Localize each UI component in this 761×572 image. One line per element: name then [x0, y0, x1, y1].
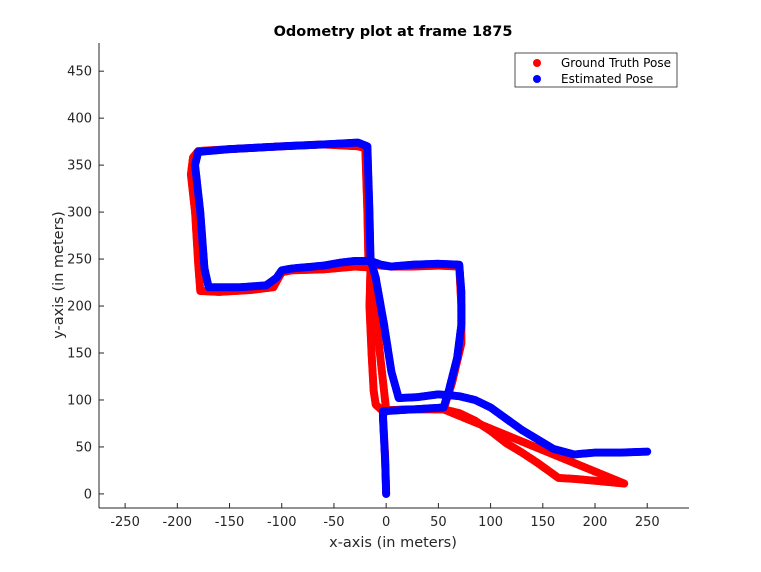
y-axis-label: y-axis (in meters) [51, 211, 67, 339]
x-tick-label: -200 [163, 515, 193, 530]
legend-label-ground-truth: Ground Truth Pose [561, 56, 671, 70]
x-tick-label: -250 [110, 515, 140, 530]
data-point [643, 447, 652, 456]
legend: Ground Truth Pose Estimated Pose [514, 52, 678, 88]
legend-marker-estimated [533, 75, 541, 83]
y-tick-label: 100 [67, 393, 92, 408]
x-tick-label: -150 [215, 515, 245, 530]
y-tick-label: 200 [67, 300, 92, 315]
x-tick-label: -100 [267, 515, 297, 530]
legend-marker-ground-truth [533, 59, 541, 67]
series-estimated [191, 138, 652, 498]
legend-box [514, 52, 678, 88]
y-tick-label: 350 [67, 159, 92, 174]
series-layer [186, 138, 652, 498]
x-tick-label: 50 [430, 515, 447, 530]
x-tick-label: 200 [583, 515, 608, 530]
x-tick-label: 100 [478, 515, 503, 530]
y-tick-label: 50 [75, 440, 92, 455]
y-tick-label: 150 [67, 347, 92, 362]
chart-title: Odometry plot at frame 1875 [274, 24, 513, 40]
x-tick-label: 0 [382, 515, 390, 530]
ticks-layer: -250 -200 -150 -100 -50 0 50 100 150 200 250 0 50 100… [67, 65, 659, 530]
x-tick-label: -50 [323, 515, 344, 530]
y-tick-label: 250 [67, 253, 92, 268]
x-axis-label: x-axis (in meters) [329, 535, 457, 551]
x-tick-label: 150 [530, 515, 555, 530]
y-tick-label: 450 [67, 65, 92, 80]
y-tick-label: 300 [67, 206, 92, 221]
y-tick-label: 0 [84, 487, 92, 502]
y-tick-label: 400 [67, 112, 92, 127]
axes-layer [98, 43, 689, 509]
x-tick-label: 250 [635, 515, 660, 530]
legend-label-estimated: Estimated Pose [561, 72, 653, 86]
